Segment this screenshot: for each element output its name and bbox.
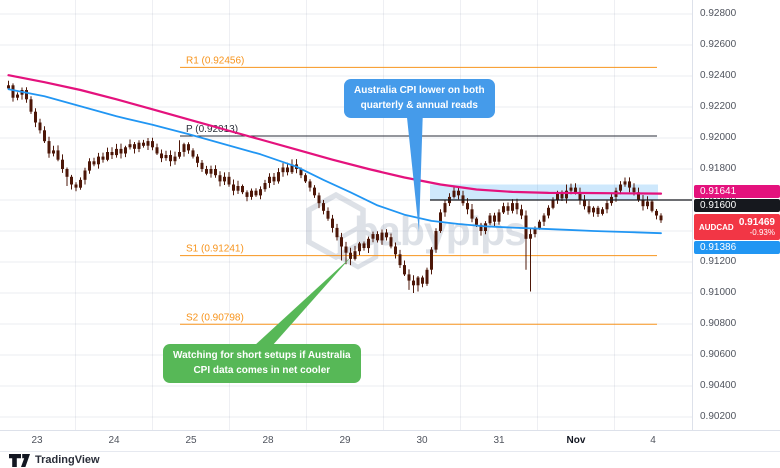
price-tick: 0.90400 xyxy=(700,380,737,391)
time-tick: 24 xyxy=(108,435,120,446)
change-percent-label: -0.93% xyxy=(749,228,775,238)
time-tick: 25 xyxy=(185,435,197,446)
time-tick: 31 xyxy=(493,435,505,446)
time-tick: 28 xyxy=(262,435,274,446)
pivot-label-R1: R1 (0.92456) xyxy=(186,55,244,66)
symbol-label: AUDCAD xyxy=(699,222,734,232)
pivot-label-P: P (0.92013) xyxy=(186,124,238,135)
price-tick: 0.92000 xyxy=(700,132,737,143)
chart-plot-area[interactable]: babypips R1 (0.92456)P (0.92013)S1 (0.91… xyxy=(0,0,692,430)
blue-ma-badge: 0.91386 xyxy=(694,241,780,254)
cpi-callout[interactable]: Australia CPI lower on both quarterly & … xyxy=(344,79,495,118)
pink-ma-badge: 0.91641 xyxy=(694,185,780,198)
price-tick: 0.92600 xyxy=(700,39,737,50)
time-tick: 29 xyxy=(339,435,351,446)
setup-callout-line1: Watching for short setups if Australia xyxy=(173,350,351,361)
price-tick: 0.91800 xyxy=(700,163,737,174)
price-tick: 0.91000 xyxy=(700,287,737,298)
pivot-label-S1: S1 (0.91241) xyxy=(186,244,244,255)
last-price-label: 0.91469 xyxy=(738,216,775,228)
time-tick: 4 xyxy=(650,435,656,446)
tradingview-logo-icon xyxy=(9,454,30,467)
cpi-callout-line1: Australia CPI lower on both xyxy=(354,85,485,96)
cpi-callout-tail[interactable] xyxy=(406,108,423,232)
price-tick: 0.90600 xyxy=(700,349,737,360)
time-axis[interactable]: 23 24 25 28 29 30 31 Nov 4 xyxy=(0,430,780,452)
price-tick: 0.92800 xyxy=(700,8,737,19)
ray-badge: 0.91600 xyxy=(694,198,780,212)
price-tick: 0.90800 xyxy=(700,318,737,329)
price-tick: 0.91200 xyxy=(700,256,737,267)
pink-ma-line[interactable] xyxy=(7,74,663,195)
time-tick: Nov xyxy=(566,435,586,446)
price-axis[interactable]: 0.92800 0.92600 0.92400 0.92200 0.92000 0.918… xyxy=(692,0,780,430)
blue-ma-line[interactable] xyxy=(7,88,662,235)
price-badge: AUDCAD 0.91469 -0.93% xyxy=(694,214,780,240)
bottom-attribution-bar: TradingView xyxy=(0,451,780,468)
setup-callout[interactable]: Watching for short setups if Australia C… xyxy=(163,344,361,383)
time-tick: 30 xyxy=(416,435,428,446)
pivot-label-S2: S2 (0.90798) xyxy=(186,312,244,323)
price-tick: 0.92200 xyxy=(700,101,737,112)
price-tick: 0.90200 xyxy=(700,411,737,422)
cpi-callout-line2: quarterly & annual reads xyxy=(360,99,478,111)
setup-callout-tail[interactable] xyxy=(254,257,351,346)
tradingview-attribution[interactable]: TradingView xyxy=(35,454,100,466)
price-tick: 0.92400 xyxy=(700,70,737,81)
time-tick: 23 xyxy=(31,435,43,446)
setup-callout-line2: CPI data comes in net cooler xyxy=(193,364,331,376)
